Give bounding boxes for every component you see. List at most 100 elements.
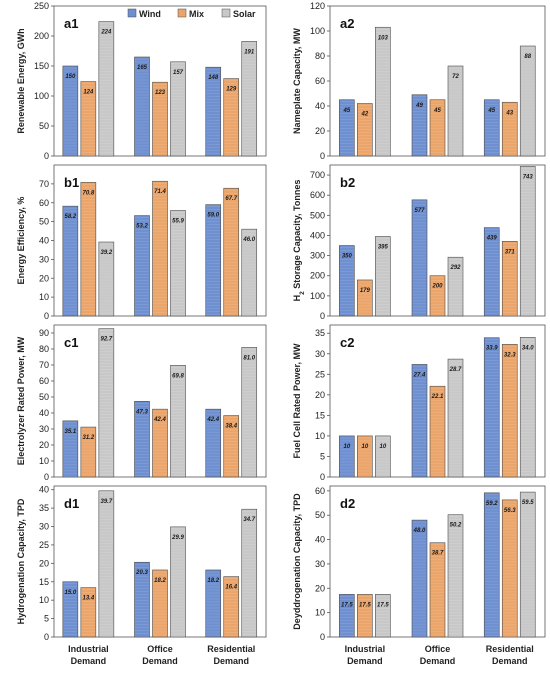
bar-solar [241, 41, 258, 157]
bar-wind [483, 227, 500, 317]
bar-mix [429, 542, 446, 638]
y-tick-label: 0 [320, 151, 325, 161]
bar-mix [223, 187, 240, 317]
bar-wind [62, 420, 79, 478]
panel-label: d2 [340, 496, 355, 511]
legend-label-solar: Solar [233, 9, 256, 19]
y-tick-label: 70 [39, 360, 49, 370]
data-label: 103 [378, 35, 389, 41]
y-tick-label: 40 [315, 535, 325, 545]
y-tick-label: 0 [44, 472, 49, 482]
panel-label: c2 [340, 335, 354, 350]
y-tick-label: 15 [39, 577, 49, 587]
bar-mix [80, 81, 97, 157]
bar-wind [134, 401, 150, 478]
data-label: 395 [378, 244, 389, 250]
bar-solar [241, 347, 258, 478]
y-tick-label: 10 [315, 431, 325, 441]
y-tick-label: 50 [39, 121, 49, 131]
bar-wind [134, 561, 150, 638]
data-label: 28.7 [449, 367, 462, 373]
bar-mix [501, 241, 518, 317]
y-tick-label: 600 [310, 190, 325, 200]
chart-panel-c2: 0 5 10 15 20 25 30 35 Fuel Cell Rated Power, MW c… [292, 324, 546, 482]
data-label: 33.9 [486, 346, 498, 352]
data-label: 92.7 [101, 337, 113, 343]
chart-panel-d1: 0 5 10 15 20 25 30 35 40 Hydrogenation Capacity, … [16, 485, 267, 666]
bar-mix [429, 385, 446, 478]
y-tick-label: 60 [39, 198, 49, 208]
data-label: 32.3 [504, 352, 516, 358]
chart-panel-b1: 0 10 20 30 40 50 60 70 Energy Efficiency, % b1 58.… [16, 164, 267, 321]
bar-wind [205, 66, 222, 157]
bar-solar [375, 236, 391, 317]
data-label: 124 [83, 90, 94, 96]
data-label: 20.3 [135, 570, 148, 576]
data-label: 13.4 [83, 596, 95, 602]
bar-mix [357, 435, 373, 478]
bar-wind [62, 581, 79, 638]
bar-wind [205, 569, 222, 638]
chart-panel-b2: 0 100 200 300 400 500 600 700 H2 Storage Capacit… [292, 164, 546, 321]
bar-wind [339, 435, 355, 478]
y-axis-title-part: Storage Capacity, Tonnes [292, 180, 302, 292]
y-tick-label: 500 [310, 210, 325, 220]
bar-solar [170, 61, 186, 157]
y-tick-label: 0 [320, 311, 325, 321]
x-category-label: Residential [207, 644, 255, 654]
bar-solar [241, 508, 258, 638]
y-tick-label: 40 [39, 485, 49, 495]
panel-label: a2 [340, 16, 354, 31]
panel-label: a1 [64, 16, 78, 31]
bar-mix [152, 408, 168, 478]
y-tick-label: 100 [310, 291, 325, 301]
x-category-label: Demand [71, 656, 107, 666]
data-label: 70.8 [83, 190, 95, 196]
legend-label-mix: Mix [189, 9, 204, 19]
bar-wind [134, 56, 150, 157]
data-label: 38.4 [225, 424, 237, 430]
x-category-label: Industrial [345, 644, 386, 654]
y-tick-label: 40 [39, 408, 49, 418]
y-tick-label: 60 [315, 486, 325, 496]
y-tick-label: 30 [315, 349, 325, 359]
data-label: 42 [360, 112, 368, 118]
bar-mix [80, 182, 97, 317]
bar-wind [483, 99, 500, 157]
data-label: 165 [137, 65, 148, 71]
bar-solar [170, 526, 186, 638]
data-label: 292 [449, 265, 461, 271]
legend-label-wind: Wind [139, 9, 161, 19]
y-tick-label: 100 [310, 26, 325, 36]
y-tick-label: 0 [44, 151, 49, 161]
y-tick-label: 20 [315, 390, 325, 400]
bar-wind [411, 94, 428, 157]
y-tick-label: 70 [39, 179, 49, 189]
data-label: 577 [414, 208, 425, 214]
y-tick-label: 300 [310, 251, 325, 261]
bar-solar [98, 241, 115, 317]
y-tick-label: 250 [34, 1, 49, 11]
data-label: 371 [505, 249, 516, 255]
bar-solar [241, 228, 258, 317]
data-label: 72 [452, 74, 459, 80]
y-tick-label: 60 [315, 76, 325, 86]
data-label: 67.7 [225, 196, 237, 202]
bar-mix [357, 594, 373, 638]
bar-wind [411, 364, 428, 478]
bar-solar [447, 358, 464, 478]
x-category-label: Industrial [68, 644, 109, 654]
chart-panel-c1: 0 10 20 30 40 50 60 70 80 90 Electrolyzer Rated Po… [16, 324, 267, 482]
y-tick-label: 120 [310, 1, 325, 11]
data-label: 27.4 [413, 372, 426, 378]
y-tick-label: 0 [320, 472, 325, 482]
y-axis-title: Electrolyzer Rated Power, MW [16, 336, 26, 465]
data-label: 29.9 [171, 535, 184, 541]
y-tick-label: 5 [320, 451, 325, 461]
panel-label: b2 [340, 175, 355, 190]
data-label: 191 [244, 49, 255, 55]
data-label: 59.0 [207, 213, 219, 219]
bar-wind [339, 245, 355, 317]
bar-solar [98, 21, 115, 157]
